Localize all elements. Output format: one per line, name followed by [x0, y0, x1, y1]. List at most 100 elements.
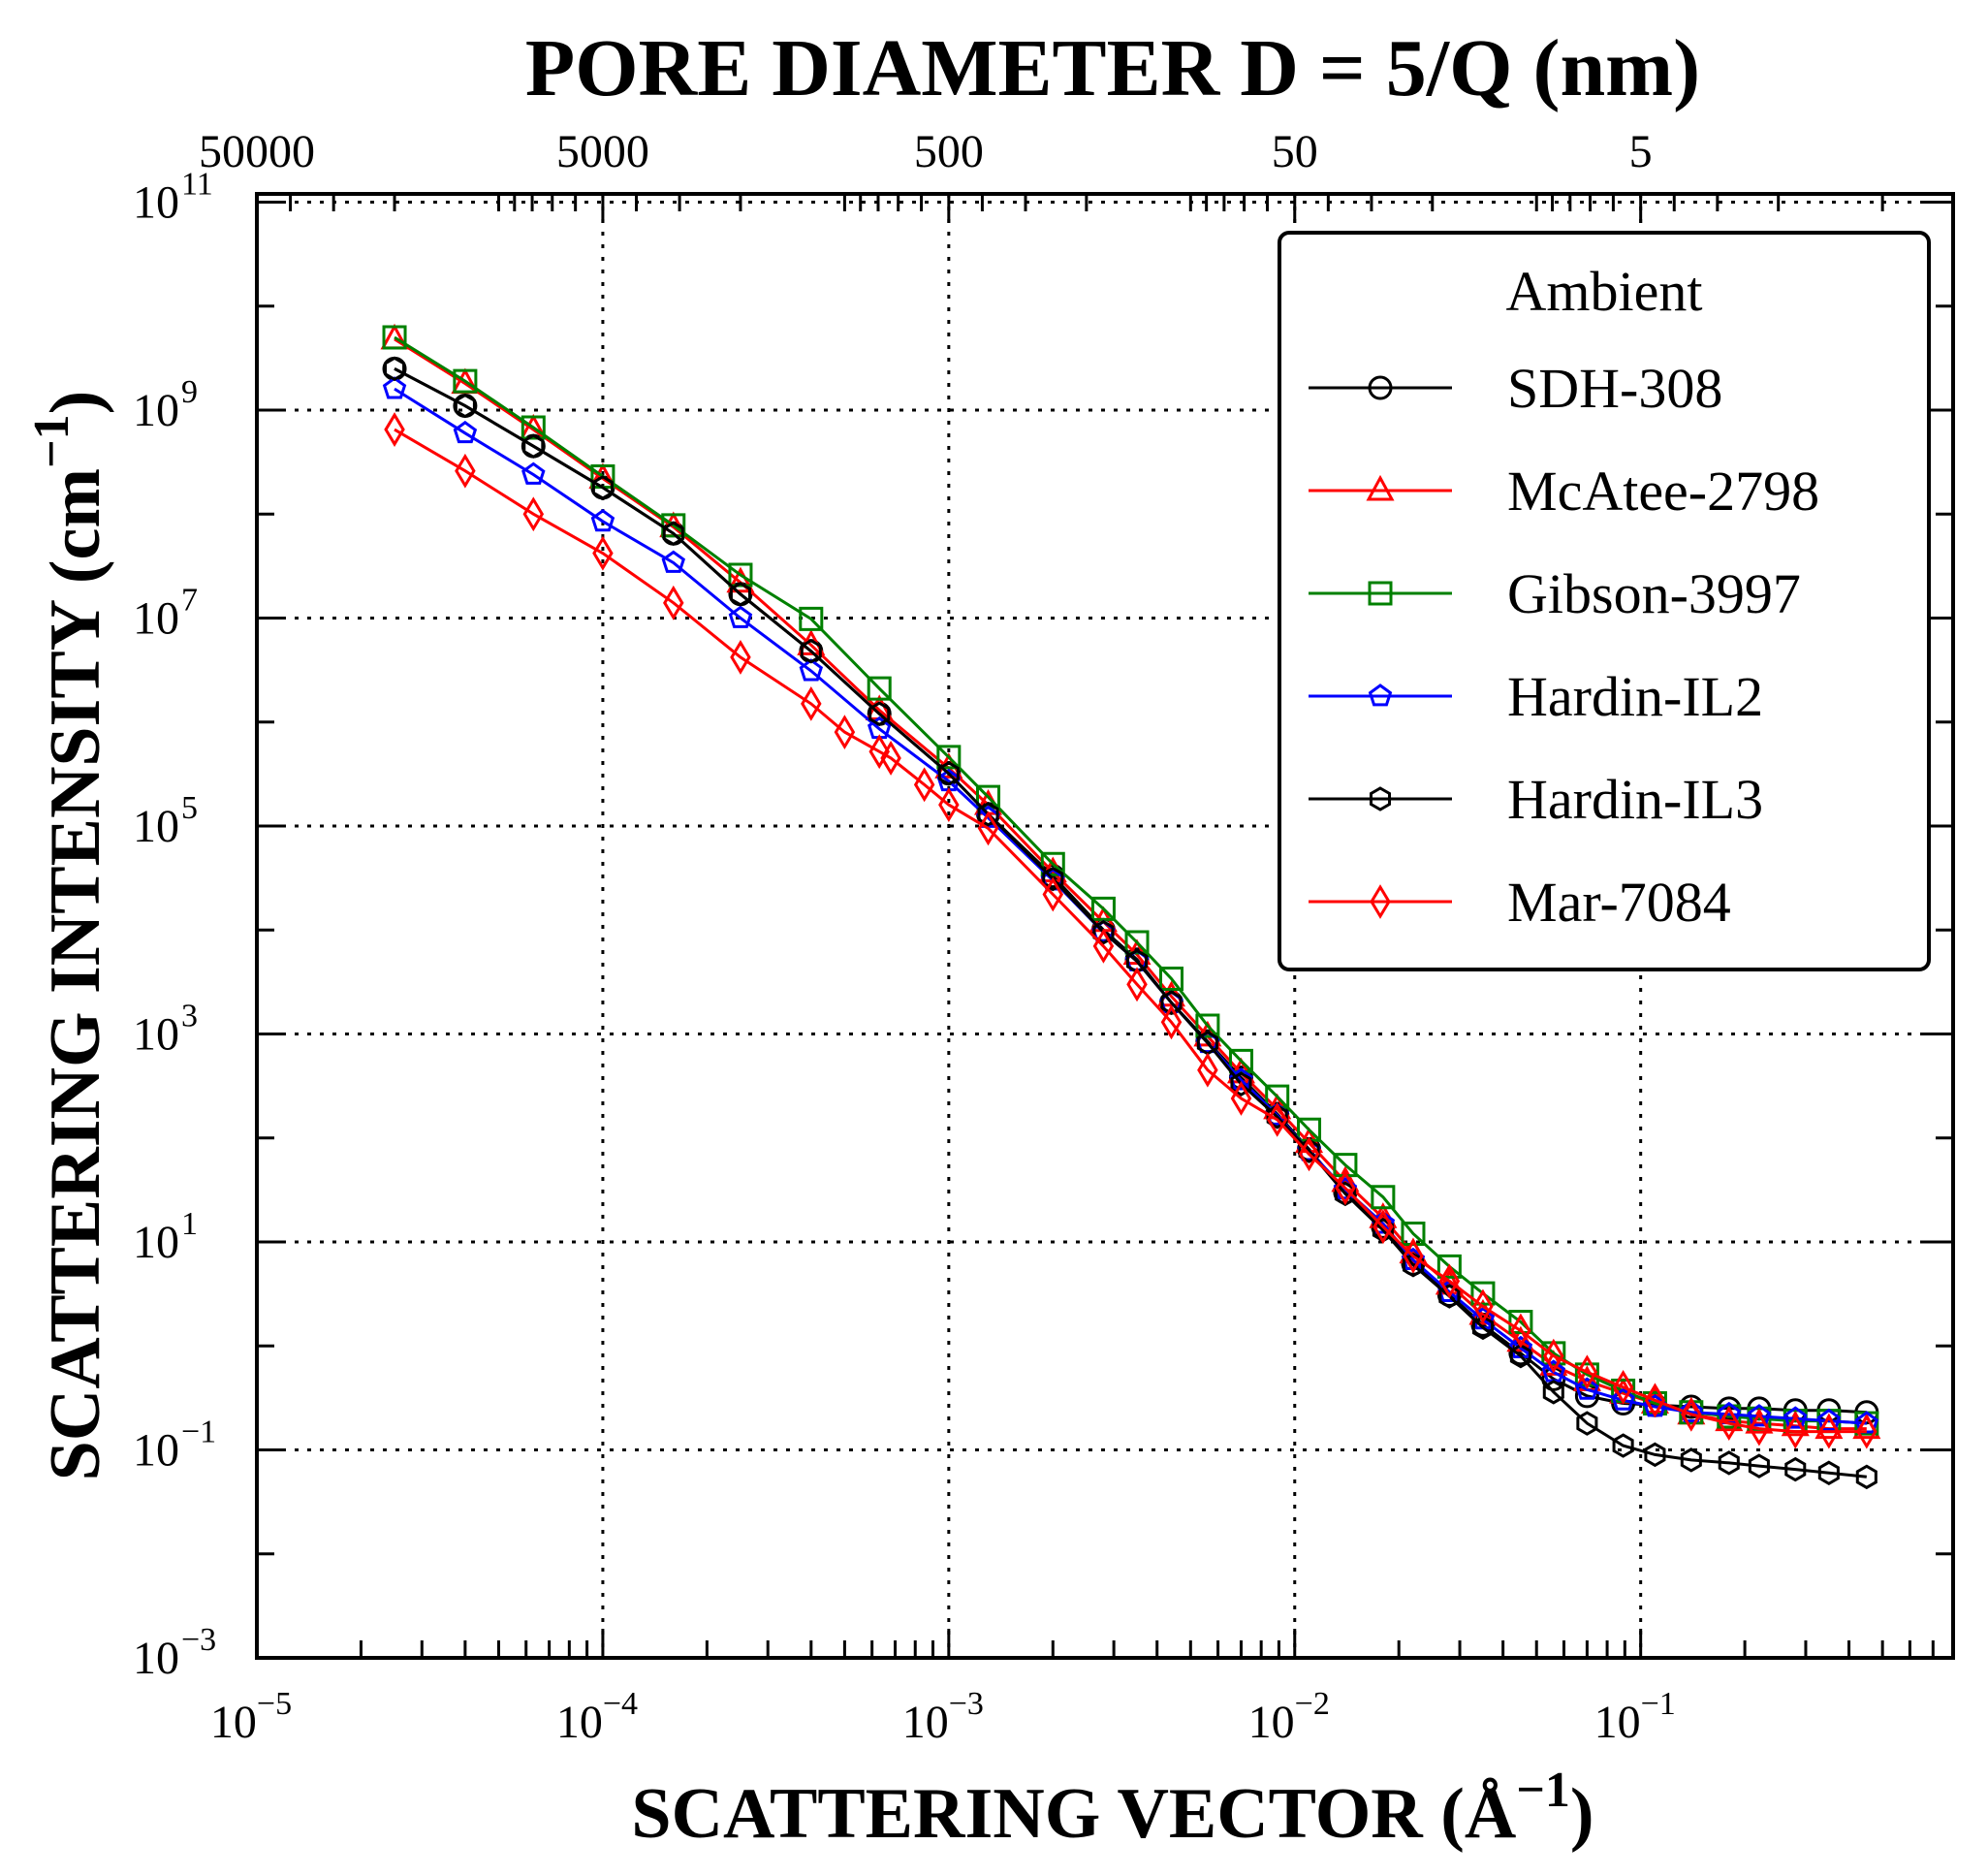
data-point [1818, 1414, 1840, 1449]
data-point [1644, 1442, 1666, 1468]
y-tick-label-base: 10 [133, 801, 179, 852]
legend-entry: Hardin-IL3 [1309, 768, 1763, 831]
data-point [662, 521, 684, 547]
y-tick-label-base: 10 [133, 1008, 179, 1060]
y-axis-label-close: ) [36, 391, 115, 415]
y-tick-label: 103 [133, 998, 198, 1060]
data-point [1681, 1396, 1702, 1432]
data-point [521, 415, 546, 440]
data-point [1402, 1253, 1424, 1278]
data-point [1228, 1048, 1253, 1073]
x-axis-label-main: SCATTERING VECTOR (Å [631, 1774, 1516, 1854]
x-tick-label: 10−2 [1248, 1686, 1330, 1748]
x-tick-label-base: 10 [556, 1697, 603, 1748]
y-tick-label-base: 10 [133, 592, 179, 644]
data-point [453, 420, 478, 444]
data-point [592, 535, 614, 571]
data-point [1436, 1254, 1462, 1279]
top-tick-label: 500 [914, 126, 984, 177]
data-point [1612, 1433, 1634, 1458]
legend-label: Gibson-3997 [1507, 562, 1801, 625]
x-tick-label: 10−4 [556, 1686, 638, 1748]
data-point [1542, 1380, 1564, 1405]
data-point [1576, 1354, 1598, 1390]
data-point [1680, 1447, 1702, 1473]
legend-marker [1369, 786, 1392, 811]
data-point [880, 741, 901, 776]
data-point [1298, 1136, 1320, 1172]
legend-entries: SDH-308 McAtee-2798 Gibson-3997 Hardin-IL2 H… [1309, 357, 1819, 934]
data-point [1854, 1411, 1879, 1436]
x-tick-label-exp: −1 [1641, 1686, 1676, 1722]
legend-label: Hardin-IL3 [1507, 768, 1763, 831]
data-point [661, 550, 685, 573]
y-tick-label-exp: 3 [181, 998, 198, 1033]
data-point [1126, 967, 1148, 1002]
legend-marker [1370, 884, 1391, 919]
data-point [729, 582, 751, 607]
data-point [1611, 1387, 1635, 1411]
data-point [1510, 1313, 1531, 1349]
y-axis-label-exponent: −1 [24, 414, 79, 468]
data-point [867, 676, 892, 701]
x-tick-label-base: 10 [1248, 1697, 1295, 1748]
data-point [1471, 1315, 1494, 1341]
data-point [1644, 1383, 1666, 1418]
legend-entry: SDH-308 [1309, 357, 1722, 420]
data-point [1092, 928, 1115, 964]
y-tick-label: 101 [133, 1206, 198, 1268]
legend-entry: McAtee-2798 [1309, 460, 1819, 523]
legend-label: McAtee-2798 [1507, 460, 1819, 523]
data-point [591, 475, 614, 500]
legend-entry: Mar-7084 [1309, 871, 1731, 934]
data-point [1160, 990, 1183, 1015]
data-point [937, 761, 960, 786]
x-tick-label-base: 10 [1594, 1697, 1641, 1748]
x-tick-label-base: 10 [902, 1697, 949, 1748]
top-tick-label: 5000 [556, 126, 649, 177]
series-mar-7084 [384, 412, 1878, 1449]
data-point [1855, 1464, 1878, 1490]
data-point [454, 393, 476, 419]
data-point [1197, 1052, 1218, 1088]
data-point [453, 368, 478, 394]
x-tick-label: 10−5 [210, 1686, 292, 1748]
data-point [663, 585, 684, 620]
legend: Ambient SDH-308 McAtee-2798 Gibson-3997 Har… [1278, 231, 1931, 971]
legend-label: SDH-308 [1507, 357, 1722, 420]
top-tick-label: 50000 [199, 126, 315, 177]
legend-marker [1368, 375, 1393, 400]
data-point [1090, 896, 1116, 921]
y-tick-label: 1011 [133, 166, 213, 228]
data-point [1541, 1341, 1566, 1366]
data-point [1438, 1263, 1461, 1299]
y-tick-label: 105 [133, 790, 198, 852]
data-point [977, 811, 999, 846]
y-tick-label-base: 10 [133, 176, 179, 228]
data-point [1679, 1399, 1704, 1423]
plot-frame [255, 192, 1955, 1660]
data-point [1747, 1404, 1772, 1427]
data-point [384, 356, 406, 382]
data-point [1543, 1338, 1564, 1374]
data-point [1124, 930, 1150, 955]
data-point [1230, 1081, 1252, 1116]
data-point [728, 562, 753, 588]
data-point [455, 453, 476, 489]
y-axis-label: SCATTERING INTENSITY (cm−1) [24, 391, 115, 1481]
data-point [1748, 1453, 1770, 1479]
legend-entry: Gibson-3997 [1309, 562, 1801, 625]
data-point [1784, 1414, 1807, 1449]
x-axis-label-close: ) [1570, 1774, 1594, 1854]
y-tick-label: 107 [133, 582, 198, 644]
y-axis-label-main: SCATTERING INTENSITY (cm [36, 468, 115, 1480]
data-point [1297, 1117, 1322, 1142]
data-point [938, 787, 960, 823]
data-point [1718, 1450, 1740, 1476]
data-point [1403, 1238, 1424, 1274]
data-point [976, 784, 1001, 810]
x-tick-label-exp: −2 [1295, 1686, 1330, 1722]
data-point [1092, 919, 1115, 945]
data-point [1373, 1209, 1394, 1245]
data-point [1854, 1411, 1879, 1434]
